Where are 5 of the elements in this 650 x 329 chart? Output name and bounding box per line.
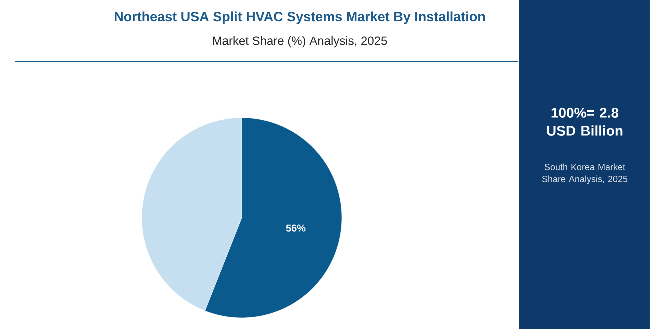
chart-title: Northeast USA Split HVAC Systems Market By Installation [115,12,486,24]
data-label: 56% [286,224,306,232]
chart-subtitle: Market Share (%) Analysis, 2025 [213,36,388,48]
text: 100%= 2.8 USD Billion [547,108,623,136]
text: South Korea Market Share Analysis, 2025 [542,164,628,184]
